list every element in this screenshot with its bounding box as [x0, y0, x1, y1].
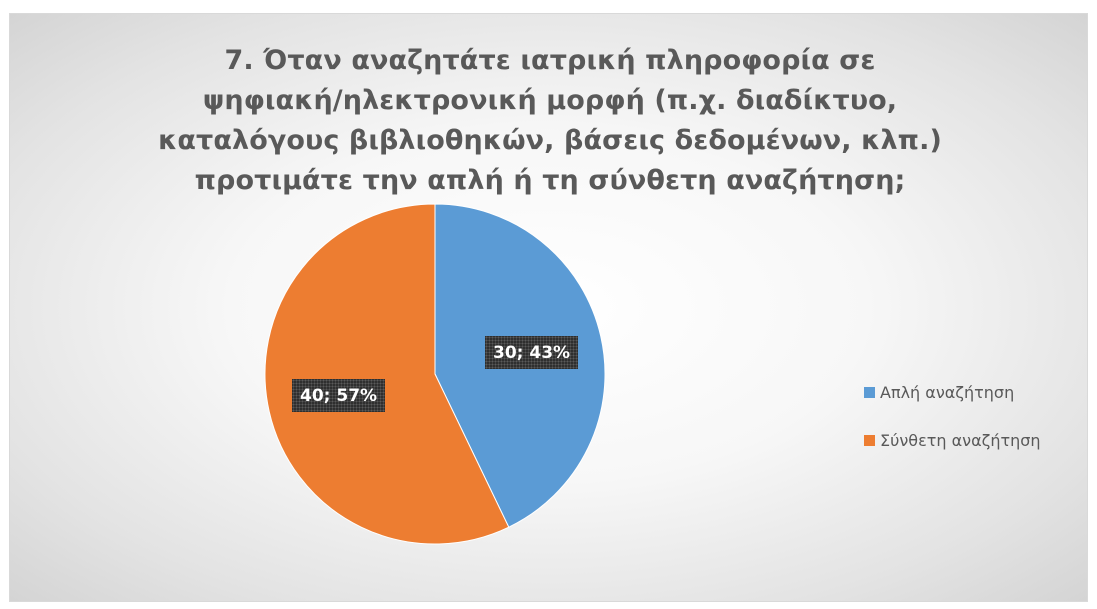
chart-title-line: προτιμάτε την απλή ή τη σύνθετη αναζήτησ… [194, 165, 906, 196]
pie-data-label: 30; 43% [485, 336, 579, 369]
pie-data-label: 40; 57% [292, 379, 386, 412]
pie-slice [264, 203, 510, 545]
chart-title-line: καταλόγους βιβλιοθηκών, βάσεις δεδομένων… [158, 125, 942, 156]
legend-label: Απλή αναζήτηση [880, 382, 1015, 402]
chart-title-line: ψηφιακή/ηλεκτρονική μορφή (π.χ. διαδίκτυ… [202, 85, 898, 116]
chart-area: 7. Όταν αναζητάτε ιατρική πληροφορία σε … [9, 13, 1088, 602]
legend-item: Απλή αναζήτηση [864, 381, 1041, 403]
chart-legend: Απλή αναζήτηση Σύνθετη αναζήτηση [864, 381, 1041, 477]
pie-chart [264, 203, 606, 545]
legend-swatch [864, 386, 875, 398]
legend-swatch [864, 434, 875, 446]
chart-title: 7. Όταν αναζητάτε ιατρική πληροφορία σε … [115, 41, 985, 201]
legend-item: Σύνθετη αναζήτηση [864, 429, 1041, 451]
chart-title-line: 7. Όταν αναζητάτε ιατρική πληροφορία σε [224, 45, 876, 76]
legend-label: Σύνθετη αναζήτηση [880, 430, 1041, 450]
